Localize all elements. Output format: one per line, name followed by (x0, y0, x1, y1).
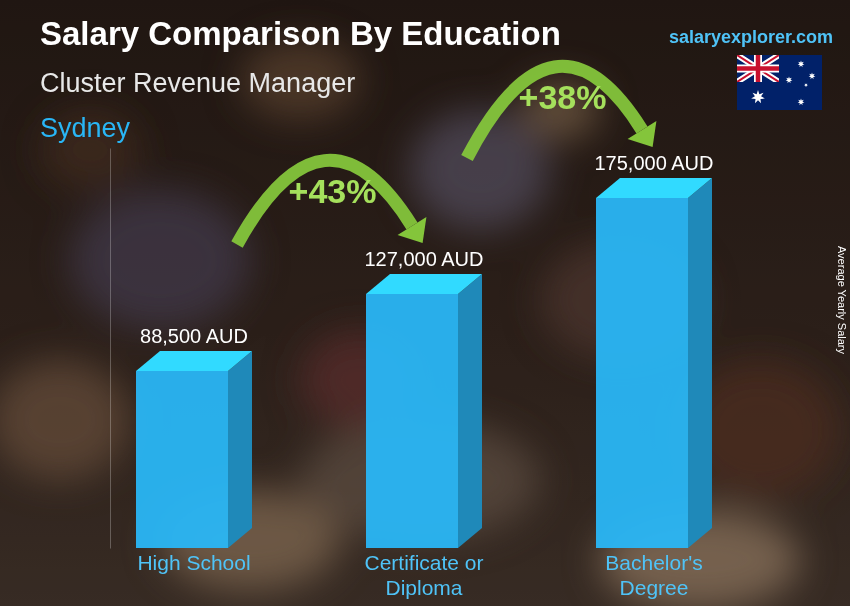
x-tick-label-line: Certificate or (364, 551, 483, 574)
source: salaryexplorer.com (669, 27, 833, 47)
bar-top (366, 274, 482, 294)
y-axis-line (110, 149, 111, 549)
x-tick-label: Bachelor'sDegree (605, 551, 702, 599)
flag-field (737, 55, 822, 110)
flag-union (737, 55, 779, 82)
annotation-arrow (237, 160, 412, 244)
x-tick-label: High School (137, 551, 250, 574)
y-axis (110, 149, 111, 549)
flag-star (809, 73, 816, 80)
x-tick: Bachelor'sDegree (605, 550, 702, 599)
bar-3d (366, 274, 482, 548)
bar-side (458, 274, 482, 548)
x-tick: High School (137, 550, 250, 574)
bars (136, 178, 712, 548)
bar-side (228, 351, 252, 548)
x-tick-label-line: Bachelor's (605, 551, 702, 574)
chart-container: 88,500 AUD 127,000 AUD 175,000 AUD High Sch… (0, 0, 850, 606)
background-shade (0, 0, 850, 606)
x-tick: Certificate orDiploma (364, 550, 483, 599)
y-axis-title: Average Yearly Salary (836, 246, 848, 355)
subtitle: Cluster Revenue Manager (40, 68, 355, 98)
location: Sydney (40, 113, 131, 143)
x-axis: High School Certificate orDiploma Bachelor… (137, 550, 702, 599)
bar-3d (136, 351, 252, 548)
x-tick-label-line: Diploma (385, 576, 462, 599)
bar-3d (596, 178, 712, 548)
flag-star (798, 99, 805, 106)
chart-svg: 88,500 AUD 127,000 AUD 175,000 AUD High Sch… (0, 0, 850, 606)
data-label: 175,000 AUD (595, 152, 714, 174)
flag-star (798, 61, 805, 68)
flag-cross-red (737, 55, 779, 82)
annotation-text: +38% (519, 78, 607, 116)
x-tick-label: Certificate orDiploma (364, 551, 483, 599)
annotation-arrow (467, 66, 642, 158)
flag-star (751, 90, 765, 103)
data-label: 88,500 AUD (140, 325, 248, 347)
bar (596, 198, 688, 548)
flag-saltire (737, 55, 779, 82)
background (0, 0, 850, 606)
bar-top (136, 351, 252, 371)
bar (136, 371, 228, 548)
data-labels: 88,500 AUD 127,000 AUD 175,000 AUD (140, 152, 713, 347)
annotation-text: +43% (289, 172, 377, 210)
annotation-arrowhead (628, 121, 657, 147)
x-tick-label-line: Degree (620, 576, 689, 599)
flag-cross (737, 55, 779, 82)
annotation-arrowhead (398, 217, 427, 243)
flag-star (804, 83, 808, 87)
bar (366, 294, 458, 548)
x-tick-label-line: High School (137, 551, 250, 574)
bar-side (688, 178, 712, 548)
title: Salary Comparison By Education (40, 15, 561, 52)
flag-saltire-red (737, 55, 779, 82)
flag-star (786, 77, 793, 84)
flag (737, 55, 822, 110)
data-label: 127,000 AUD (365, 248, 484, 270)
bar-top (596, 178, 712, 198)
